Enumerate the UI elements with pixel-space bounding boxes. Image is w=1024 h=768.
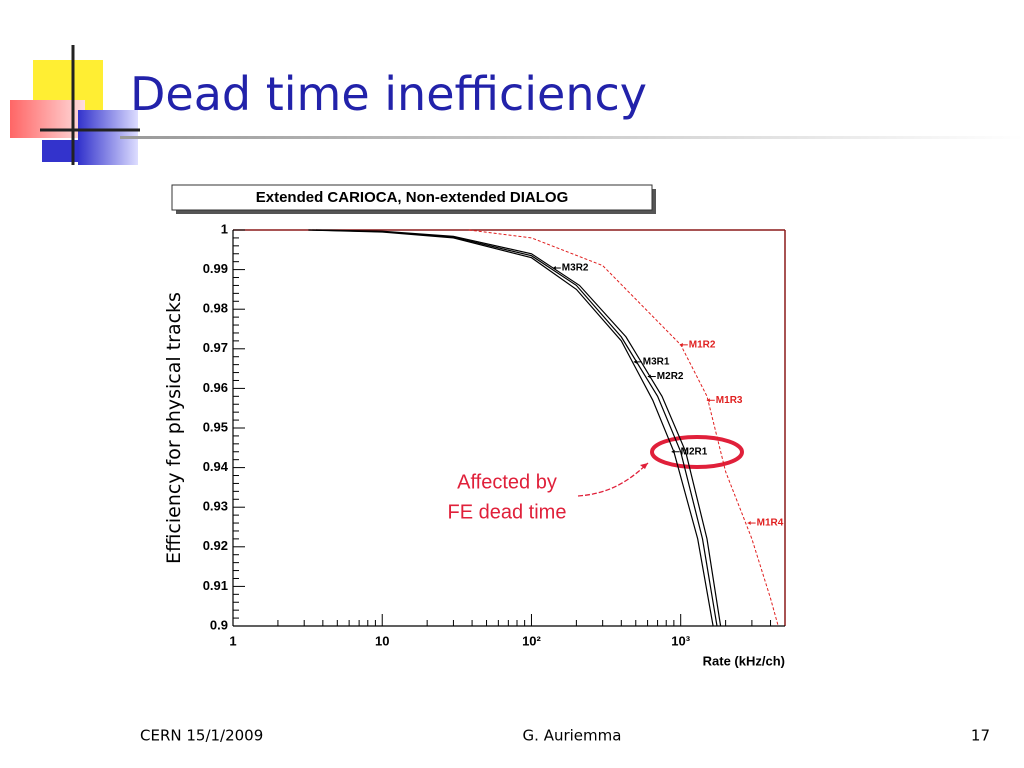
annotation-label: M2R1: [681, 446, 708, 457]
y-tick-label: 0.91: [203, 578, 228, 593]
annotation-label: M2R2: [657, 371, 684, 382]
annotation-label: M3R2: [562, 263, 589, 274]
y-tick-label: 1: [221, 221, 228, 236]
y-tick-label: 0.95: [203, 419, 228, 434]
callout-text: Affected by: [457, 471, 557, 493]
series-line: [308, 229, 714, 627]
x-axis-label: Rate (kHz/ch): [703, 653, 785, 668]
callout-arrow: [577, 462, 649, 497]
annotation-arrowhead: [671, 449, 675, 454]
x-tick-label: 10: [375, 633, 389, 648]
x-tick-label: 10³: [671, 633, 690, 648]
annotation-label: M3R1: [643, 357, 670, 368]
annotation-label: M1R2: [689, 339, 716, 350]
series-line: [315, 229, 722, 627]
x-tick-label: 1: [229, 633, 236, 648]
footer-date: CERN 15/1/2009: [140, 727, 263, 745]
y-tick-label: 0.98: [203, 301, 228, 316]
y-tick-label: 0.9: [210, 617, 228, 632]
x-tick-label: 10²: [522, 633, 541, 648]
y-tick-label: 0.99: [203, 261, 228, 276]
callout-arrowhead: [640, 463, 648, 469]
series-line: [312, 229, 718, 627]
y-tick-label: 0.92: [203, 538, 228, 553]
y-axis-label: Efficiency for physical tracks: [163, 292, 185, 564]
y-tick-label: 0.94: [203, 459, 229, 474]
annotation-arrowhead: [552, 266, 556, 271]
annotation-arrowhead: [747, 521, 751, 526]
y-tick-label: 0.97: [203, 340, 228, 355]
y-tick-label: 0.93: [203, 499, 228, 514]
highlight-ellipse: [650, 435, 744, 469]
annotation-arrowhead: [633, 359, 637, 364]
footer-author: G. Auriemma: [523, 727, 622, 745]
slide-decoration: [10, 45, 1024, 165]
slide-title: Dead time inefficiency: [130, 67, 647, 121]
series-line: [468, 229, 779, 627]
y-tick-label: 0.96: [203, 380, 228, 395]
annotation-label: M1R3: [716, 395, 743, 406]
annotation-arrowhead: [647, 374, 651, 379]
chart-title-box: [171, 184, 656, 214]
callout-text: FE dead time: [448, 501, 567, 523]
annotation-label: M1R4: [757, 518, 784, 529]
annotation-arrowhead: [679, 342, 683, 347]
chart-title: Extended CARIOCA, Non-extended DIALOG: [256, 189, 569, 206]
footer-page: 17: [971, 727, 990, 745]
annotation-arrowhead: [706, 398, 710, 403]
